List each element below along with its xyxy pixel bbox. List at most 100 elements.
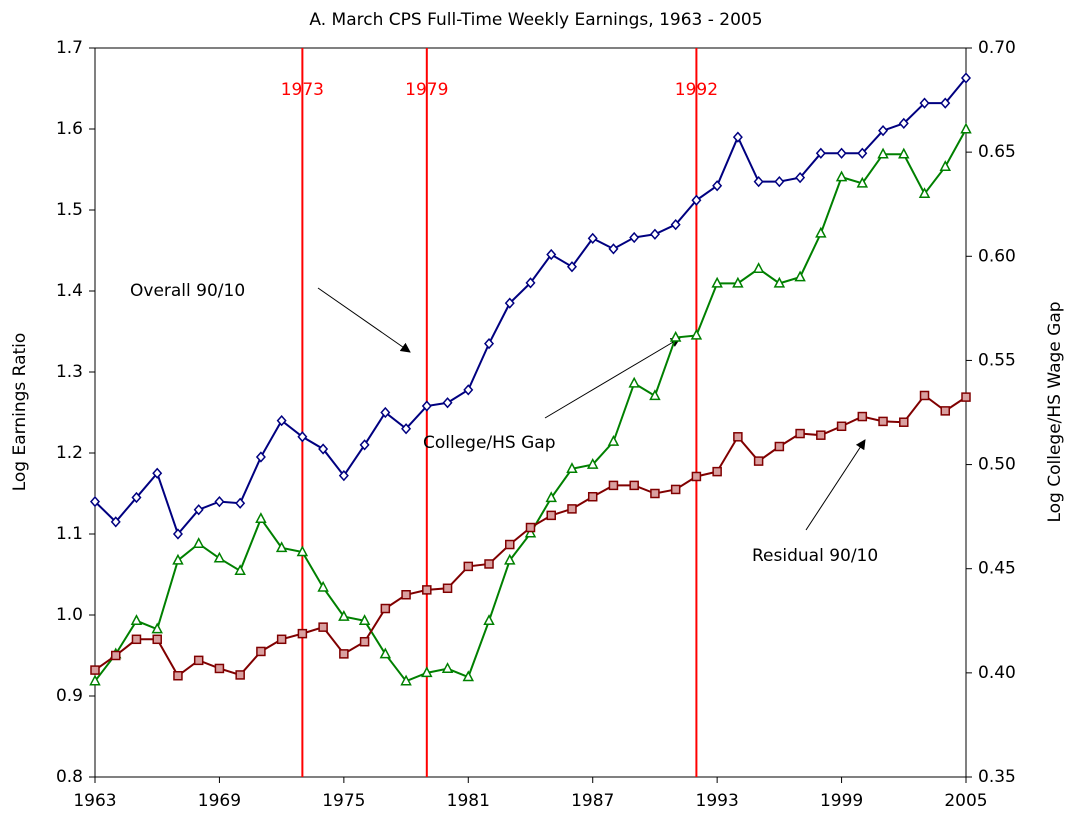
data-point xyxy=(131,634,142,645)
data-point xyxy=(587,491,598,502)
data-point xyxy=(256,646,266,657)
data-point xyxy=(339,649,349,659)
data-point xyxy=(214,663,225,674)
data-point xyxy=(89,674,101,686)
reference-line-label: 1973 xyxy=(281,80,324,100)
data-point xyxy=(960,72,972,84)
data-point xyxy=(296,545,309,557)
data-point xyxy=(235,670,245,680)
data-point xyxy=(90,665,100,675)
x-tick-label: 1987 xyxy=(571,791,614,811)
data-point xyxy=(297,431,308,443)
data-point xyxy=(753,176,764,188)
data-point xyxy=(152,634,162,645)
data-point xyxy=(691,194,702,206)
data-point xyxy=(110,650,121,661)
data-point xyxy=(421,666,433,678)
data-point xyxy=(691,471,702,482)
x-tick-label: 1999 xyxy=(820,791,863,811)
data-point xyxy=(484,559,494,569)
data-point xyxy=(856,176,869,188)
series-line xyxy=(94,128,967,683)
data-point xyxy=(877,147,889,159)
data-point xyxy=(795,171,806,184)
data-point xyxy=(878,416,888,427)
data-point xyxy=(358,614,371,626)
data-point xyxy=(89,495,101,508)
data-point xyxy=(650,488,660,499)
data-point xyxy=(960,122,972,134)
data-point xyxy=(173,671,183,681)
plot-frame xyxy=(94,47,967,778)
data-point xyxy=(255,512,267,523)
y-tick-label: 1.0 xyxy=(56,605,83,625)
data-point xyxy=(421,400,432,412)
annotation-arrow xyxy=(317,287,411,353)
data-point xyxy=(380,603,391,614)
data-point xyxy=(815,147,826,159)
data-point xyxy=(483,614,495,626)
data-point xyxy=(898,117,909,129)
y2-tick-label: 0.65 xyxy=(978,142,1016,162)
data-point xyxy=(836,421,847,432)
y2-tick-label: 0.35 xyxy=(978,767,1016,787)
data-point xyxy=(525,277,536,289)
data-point xyxy=(608,243,619,255)
y2-axis-label: Log College/HS Wage Gap xyxy=(1045,301,1065,522)
data-point xyxy=(442,583,453,594)
data-point xyxy=(234,564,246,576)
data-point xyxy=(130,614,143,626)
y-tick-label: 1.6 xyxy=(56,119,83,139)
data-point xyxy=(607,435,620,446)
data-point xyxy=(773,276,786,288)
data-point xyxy=(400,674,412,686)
data-point xyxy=(192,537,205,548)
y2-tick-label: 0.45 xyxy=(978,559,1016,579)
data-point xyxy=(484,338,495,350)
y-tick-label: 1.2 xyxy=(56,443,83,463)
data-point xyxy=(753,456,764,466)
data-point xyxy=(918,187,931,199)
data-point xyxy=(669,330,682,342)
data-point xyxy=(795,428,805,439)
data-point xyxy=(712,180,723,192)
data-point xyxy=(422,585,432,595)
reference-line-label: 1979 xyxy=(405,80,448,100)
data-point xyxy=(504,553,516,565)
x-tick-label: 2005 xyxy=(944,791,987,811)
data-point xyxy=(214,495,225,508)
data-point xyxy=(505,539,515,550)
data-point xyxy=(857,147,868,159)
annotation-arrow xyxy=(544,337,681,419)
data-point xyxy=(649,389,661,401)
data-point xyxy=(463,561,474,572)
data-point xyxy=(940,97,951,109)
data-point xyxy=(608,480,619,491)
y2-tick-label: 0.40 xyxy=(978,663,1016,683)
x-tick-label: 1993 xyxy=(696,791,739,811)
series-line xyxy=(94,77,967,536)
y2-tick-label: 0.50 xyxy=(978,455,1016,475)
data-point xyxy=(712,466,722,477)
data-point xyxy=(732,131,743,143)
data-point xyxy=(193,655,204,666)
data-point xyxy=(504,297,515,309)
data-point xyxy=(442,397,453,409)
data-point xyxy=(152,467,163,479)
data-point xyxy=(586,457,599,469)
data-point xyxy=(338,470,349,482)
data-point xyxy=(898,147,910,159)
y-tick-label: 1.7 xyxy=(56,38,83,58)
y2-tick-label: 0.70 xyxy=(978,38,1016,58)
data-point xyxy=(774,176,785,188)
chart-title: A. March CPS Full-Time Weekly Earnings, … xyxy=(309,10,762,30)
data-point xyxy=(733,432,743,442)
data-point xyxy=(379,647,392,659)
reference-line-label: 1992 xyxy=(675,80,718,100)
y-tick-label: 0.9 xyxy=(56,686,83,706)
data-point xyxy=(940,406,951,416)
series-annotation: Overall 90/10 xyxy=(130,281,245,301)
data-point xyxy=(380,406,391,419)
data-point xyxy=(629,480,639,491)
data-point xyxy=(318,622,328,632)
